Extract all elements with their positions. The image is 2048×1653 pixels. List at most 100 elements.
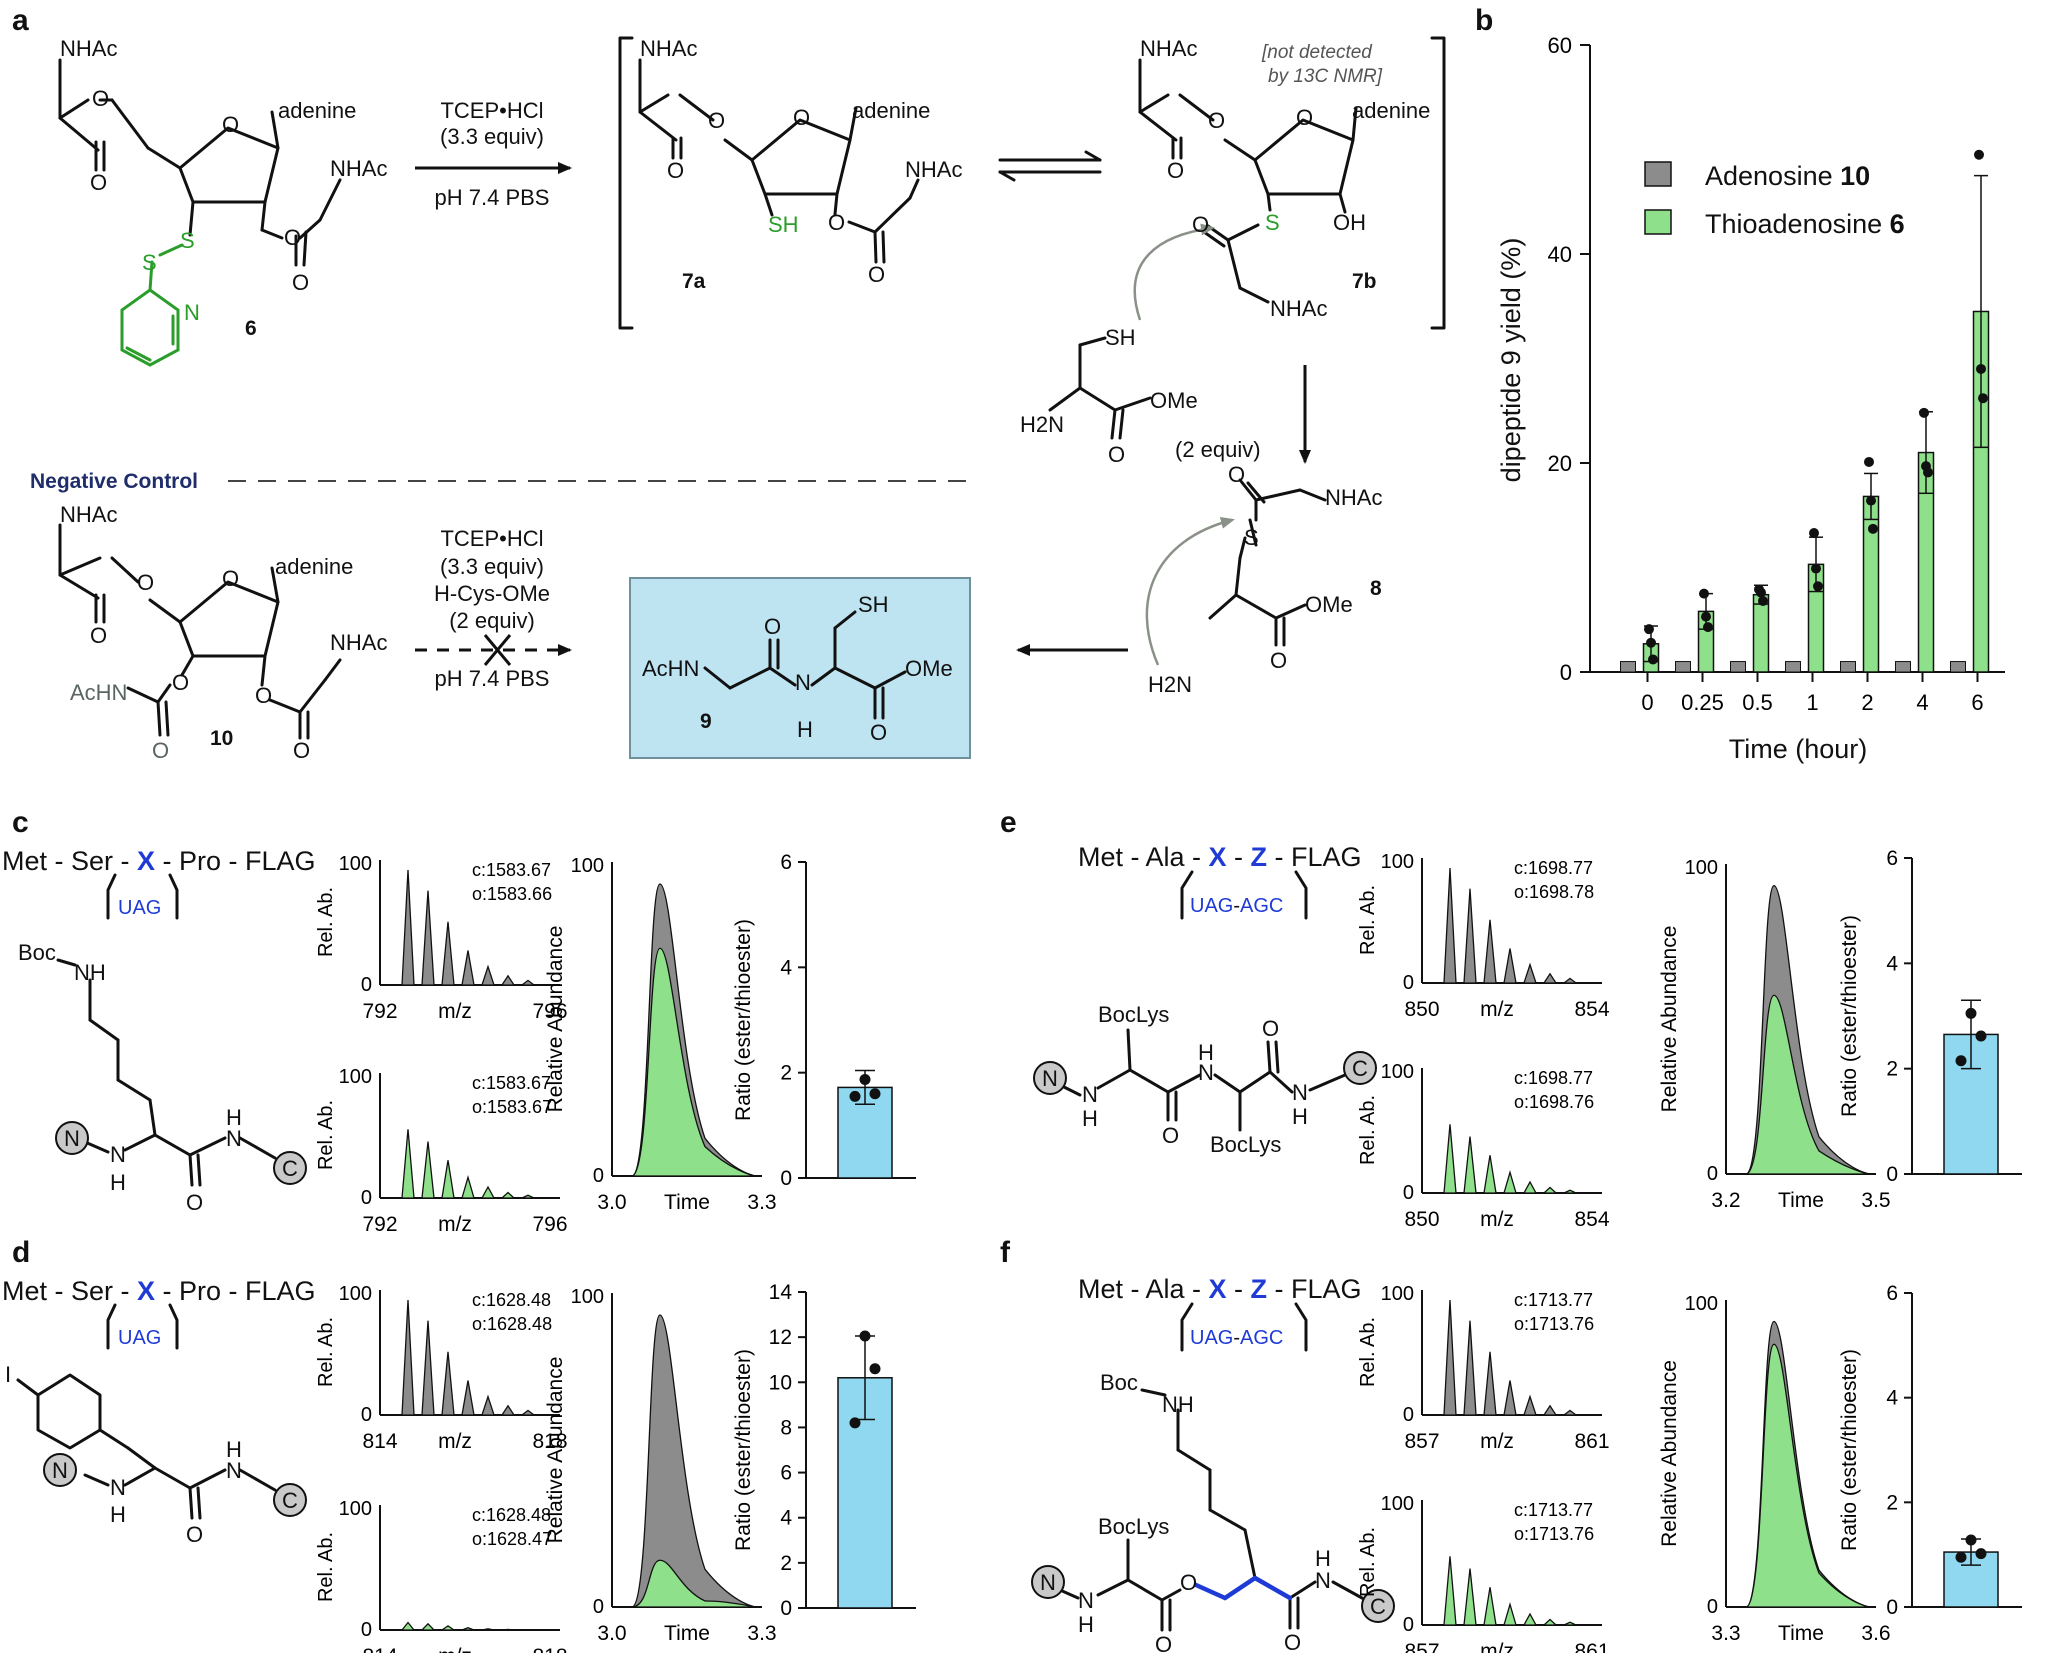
ms-axis-label: m/z: [438, 1000, 472, 1023]
label-nhac: NHAc: [60, 36, 117, 61]
data-point: [1975, 1030, 1987, 1042]
chrom-tick-label: 3.3: [747, 1622, 776, 1645]
bracket-left: [618, 36, 634, 330]
panel-c-sequence: Met - Ser - X - Pro - FLAG UAG: [2, 846, 316, 920]
c-terminus: C: [282, 1488, 298, 1513]
ratio-tick-label: 8: [780, 1416, 792, 1439]
cysteine-methyl-ester-structure: SH H2N O OMe (2 equiv): [1020, 325, 1261, 467]
ratio-y-label: Ratio (ester/thioester): [732, 919, 755, 1121]
data-point: [1864, 456, 1874, 467]
chrom-axis-label: Time: [1778, 1189, 1824, 1212]
ms-obs-mass: o:1628.47: [472, 1529, 552, 1549]
chrom-tick-label: 0: [593, 1596, 604, 1618]
ms-y-label: Rel. Ab.: [1357, 1317, 1379, 1387]
chrom-tick-label: 3.5: [1861, 1189, 1890, 1212]
label-n: N: [1198, 1060, 1214, 1085]
label-o: O: [1180, 1570, 1197, 1595]
chrom-tick-label: 0: [1707, 1163, 1718, 1185]
ms-tick-label: 796: [532, 1000, 567, 1023]
ratio-y-label: Ratio (ester/thioester): [732, 1349, 755, 1551]
chrom-tick-label: 3.3: [1711, 1622, 1740, 1645]
subpanel-c: 100 0 Rel. Ab. 792 m/z 796 c:1583.67 o:1583.66 1…: [315, 851, 916, 1236]
ratio-y-label: Ratio (ester/thioester): [1838, 915, 1861, 1117]
label-o: O: [870, 720, 887, 745]
ms-calc-mass: c:1583.67: [472, 1073, 551, 1093]
data-point: [1919, 407, 1929, 418]
not-detected-note: by 13C NMR]: [1268, 66, 1383, 87]
sequence-text: Met - Ser - X - Pro - FLAG: [2, 1276, 316, 1306]
label-o: O: [1192, 212, 1209, 237]
label-nhac: NHAc: [1325, 485, 1382, 510]
n-terminus: N: [1042, 1066, 1058, 1091]
y-tick-label: 60: [1548, 33, 1572, 58]
label-o: O: [1208, 108, 1225, 133]
reagent-line: TCEP•HCl: [440, 526, 543, 551]
compound-label-7b: 7b: [1352, 270, 1377, 293]
label-o: O: [1284, 1630, 1301, 1653]
data-point: [859, 1074, 871, 1086]
ms-tick-label: 814: [362, 1645, 397, 1653]
data-point: [1965, 1007, 1977, 1019]
label-boclys: BocLys: [1098, 1002, 1169, 1027]
label-adenine: adenine: [275, 554, 353, 579]
ms-tick-label: 857: [1404, 1430, 1439, 1453]
x-axis-label: Time (hour): [1729, 734, 1868, 764]
bar-thioadenosine: [1862, 495, 1880, 673]
c-terminus: C: [1370, 1594, 1386, 1619]
label-o: O: [90, 170, 107, 195]
label-n: N: [1292, 1080, 1308, 1105]
ms-tick-label: 0: [1403, 1614, 1414, 1636]
chrom-tick-label: 100: [1685, 1293, 1718, 1315]
c-terminus: C: [1352, 1056, 1368, 1081]
label-h: H: [110, 1170, 126, 1195]
data-point: [1648, 654, 1658, 665]
ms-tick-label: 0: [361, 1619, 372, 1641]
reagent-line: TCEP•HCl: [440, 98, 543, 123]
negative-control-label: Negative Control: [30, 470, 198, 493]
data-point: [1809, 528, 1819, 539]
label-nh: NH: [74, 960, 106, 985]
ms-axis-label: m/z: [1480, 1208, 1514, 1231]
compound-8-structure: O NHAc S H2N O OMe 8: [1145, 462, 1382, 697]
label-sh: SH: [768, 212, 799, 237]
ms-spectrum-peaks: [382, 869, 550, 986]
label-n: N: [226, 1458, 242, 1483]
ms-tick-label: 100: [339, 1283, 372, 1305]
label-ome: OMe: [1305, 592, 1353, 617]
panel-label-c: c: [12, 806, 29, 839]
legend-entry: Thioadenosine 6: [1705, 209, 1905, 239]
label-s: S: [180, 228, 195, 253]
chrom-tick-label: 3.3: [747, 1191, 776, 1214]
panel-label-e: e: [1000, 806, 1017, 839]
data-point: [1644, 624, 1654, 635]
legend-swatch-thioadenosine: [1644, 209, 1672, 235]
c-terminus: C: [282, 1156, 298, 1181]
label-adenine: adenine: [278, 98, 356, 123]
reagent-line: (3.3 equiv): [440, 124, 544, 149]
ms-obs-mass: o:1713.76: [1514, 1314, 1594, 1334]
y-tick-label: 40: [1548, 242, 1572, 267]
sequence-text: Met - Ser - X - Pro - FLAG: [2, 846, 316, 876]
y-axis-label: dipeptide 9 yield (%): [1496, 238, 1526, 483]
compound-7b-structure: NHAc O O O adenine S OH O NHAc 7b [not d…: [1133, 36, 1430, 321]
chart-panel-b: dipeptide 9 yield (%) Time (hour) Adenos…: [1496, 33, 2005, 764]
label-o: O: [186, 1190, 203, 1215]
label-nhac: NHAc: [905, 157, 962, 182]
ms-tick-label: 850: [1404, 1208, 1439, 1231]
data-point: [1811, 563, 1821, 574]
data-point: [1646, 637, 1656, 648]
label-achn: AcHN: [642, 656, 699, 681]
ms-y-label: Rel. Ab.: [1357, 1095, 1379, 1165]
ms-axis-label: m/z: [1480, 1430, 1514, 1453]
ms-tick-label: 854: [1574, 998, 1609, 1021]
label-o: O: [172, 670, 189, 695]
ms-axis-label: m/z: [1480, 1640, 1514, 1653]
ratio-tick-label: 12: [769, 1326, 792, 1349]
chrom-tick-label: 3.0: [597, 1622, 626, 1645]
ms-tick-label: 792: [362, 1213, 397, 1236]
not-detected-note: [not detected: [1261, 42, 1373, 63]
ratio-tick-label: 4: [780, 956, 792, 979]
ms-axis-label: m/z: [1480, 998, 1514, 1021]
label-o: O: [708, 108, 725, 133]
